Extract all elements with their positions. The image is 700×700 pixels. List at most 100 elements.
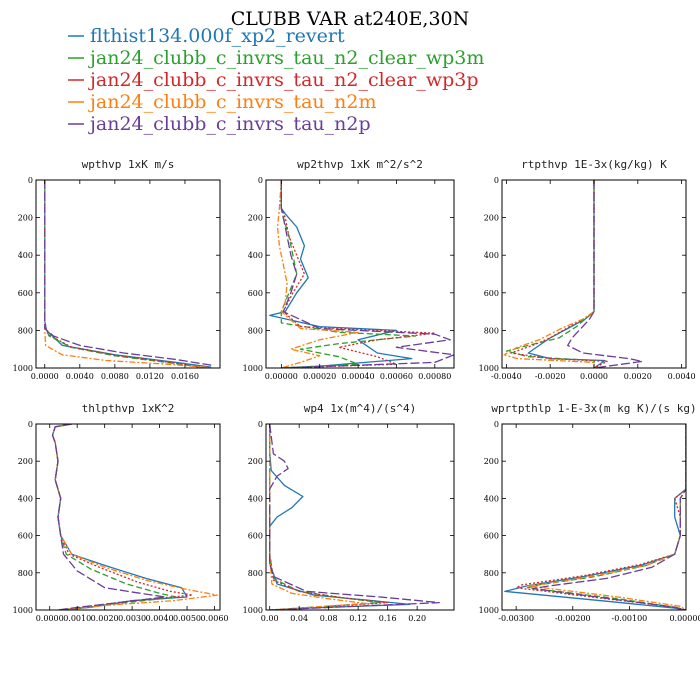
- series-line-4: [276, 180, 359, 368]
- series-line-1: [269, 180, 413, 368]
- legend-entry: jan24_clubb_c_invrs_tau_n2_clear_wp3m: [68, 47, 484, 69]
- subplot-title: wp4 1x(m^4)/(s^4): [304, 402, 417, 415]
- x-tick-label: 0.00000: [265, 372, 298, 381]
- series-line-5: [269, 424, 440, 610]
- y-tick-label: 400: [248, 251, 263, 260]
- series-line-4: [51, 424, 218, 610]
- legend-label: flthist134.000f_xp2_revert: [90, 25, 345, 47]
- x-tick-label: -0.0040: [491, 372, 522, 381]
- y-tick-label: 1000: [479, 606, 499, 615]
- y-tick-label: 0: [494, 176, 499, 185]
- main-title: CLUBB VAR at240E,30N: [231, 8, 470, 30]
- y-tick-label: 600: [484, 532, 499, 541]
- y-tick-label: 400: [484, 251, 499, 260]
- y-tick-label: 200: [248, 457, 263, 466]
- plot-frame: [265, 423, 455, 611]
- subplot-6: wprtpthlp 1-E-3x(m kg K)/(s kg) 0 200 400 60…: [479, 402, 700, 623]
- x-tick-label: 0.0000: [31, 372, 59, 381]
- series-line-5: [44, 180, 212, 366]
- y-tick-label: 400: [484, 494, 499, 503]
- y-tick-label: 200: [484, 214, 499, 223]
- x-tick-label: 0.0080: [101, 372, 129, 381]
- y-tick-label: 1000: [479, 364, 499, 373]
- x-tick-label: 0.00080: [418, 372, 451, 381]
- series-line-2: [44, 180, 203, 368]
- x-tick-label: 0.0040: [66, 372, 94, 381]
- y-tick-label: 600: [18, 532, 33, 541]
- series-line-1: [504, 424, 686, 610]
- plot-frame: [265, 179, 455, 369]
- series-line-4: [526, 424, 686, 610]
- x-tick-label: 0.0030: [118, 614, 146, 623]
- x-tick-label: 0.0010: [63, 614, 91, 623]
- y-tick-label: 600: [248, 289, 263, 298]
- subplot-title: thlpthvp 1xK^2: [82, 402, 175, 415]
- x-tick-label: 0.0020: [624, 372, 652, 381]
- x-tick-label: 0.12: [349, 614, 367, 623]
- x-tick-label: 0.00000: [669, 614, 700, 623]
- legend-label: jan24_clubb_c_invrs_tau_n2_clear_wp3m: [88, 47, 484, 69]
- series-group: [44, 180, 212, 368]
- subplot-title: wpthvp 1xK m/s: [82, 158, 175, 171]
- y-tick-label: 0: [258, 420, 263, 429]
- y-tick-label: 600: [18, 289, 33, 298]
- series-line-1: [269, 424, 411, 610]
- y-tick-label: 400: [248, 494, 263, 503]
- series-group: [503, 180, 643, 368]
- subplot-title: wprtpthlp 1-E-3x(m kg K)/(s kg): [491, 402, 696, 415]
- legend: flthist134.000f_xp2_revertjan24_clubb_c_…: [68, 25, 484, 135]
- legend-label: jan24_clubb_c_invrs_tau_n2_clear_wp3p: [88, 69, 479, 91]
- y-tick-label: 200: [484, 457, 499, 466]
- x-tick-label: 0.16: [379, 614, 397, 623]
- plot-frame: [35, 423, 221, 611]
- series-line-2: [280, 180, 417, 368]
- series-line-5: [280, 180, 454, 368]
- y-tick-label: 1000: [13, 364, 33, 373]
- y-tick-label: 800: [18, 326, 33, 335]
- series-group: [504, 424, 686, 610]
- x-tick-label: 0.0060: [201, 614, 229, 623]
- x-tick-label: 0.0000: [580, 372, 608, 381]
- x-tick-label: 0.0040: [668, 372, 696, 381]
- series-line-3: [510, 180, 608, 368]
- x-tick-label: 0.20: [408, 614, 426, 623]
- series-line-3: [515, 424, 686, 610]
- x-tick-label: -0.00200: [555, 614, 591, 623]
- x-tick-label: 0.0020: [91, 614, 119, 623]
- y-tick-label: 1000: [243, 606, 263, 615]
- y-tick-label: 0: [28, 420, 33, 429]
- series-line-1: [44, 180, 212, 368]
- x-tick-label: 0.0040: [146, 614, 174, 623]
- y-tick-label: 800: [484, 326, 499, 335]
- y-tick-label: 800: [248, 569, 263, 578]
- y-tick-label: 0: [28, 176, 33, 185]
- series-line-4: [44, 180, 212, 368]
- legend-entry: jan24_clubb_c_invrs_tau_n2p: [68, 113, 371, 135]
- y-tick-label: 600: [248, 532, 263, 541]
- series-line-3: [44, 180, 203, 368]
- y-tick-label: 400: [18, 251, 33, 260]
- x-tick-label: 0.00: [261, 614, 279, 623]
- subplot-title: wp2thvp 1xK m^2/s^2: [297, 158, 423, 171]
- y-tick-label: 800: [18, 569, 33, 578]
- series-line-2: [505, 180, 595, 368]
- x-tick-label: -0.0020: [535, 372, 566, 381]
- series-line-5: [532, 424, 686, 610]
- y-tick-label: 200: [18, 457, 33, 466]
- x-tick-label: 0.00040: [342, 372, 375, 381]
- y-tick-label: 0: [258, 176, 263, 185]
- series-line-5: [567, 180, 643, 368]
- y-tick-label: 1000: [243, 364, 263, 373]
- y-tick-label: 1000: [13, 606, 33, 615]
- legend-entry: jan24_clubb_c_invrs_tau_n2m: [68, 91, 376, 113]
- subplot-2: wp2thvp 1xK m^2/s^2020040060080010000.00…: [243, 158, 455, 381]
- subplot-title: rtpthvp 1E-3x(kg/kg) K: [521, 158, 667, 171]
- legend-entry: jan24_clubb_c_invrs_tau_n2_clear_wp3p: [68, 69, 479, 91]
- x-tick-label: -0.00300: [498, 614, 534, 623]
- y-tick-label: 600: [484, 289, 499, 298]
- legend-entry: flthist134.000f_xp2_revert: [68, 25, 345, 47]
